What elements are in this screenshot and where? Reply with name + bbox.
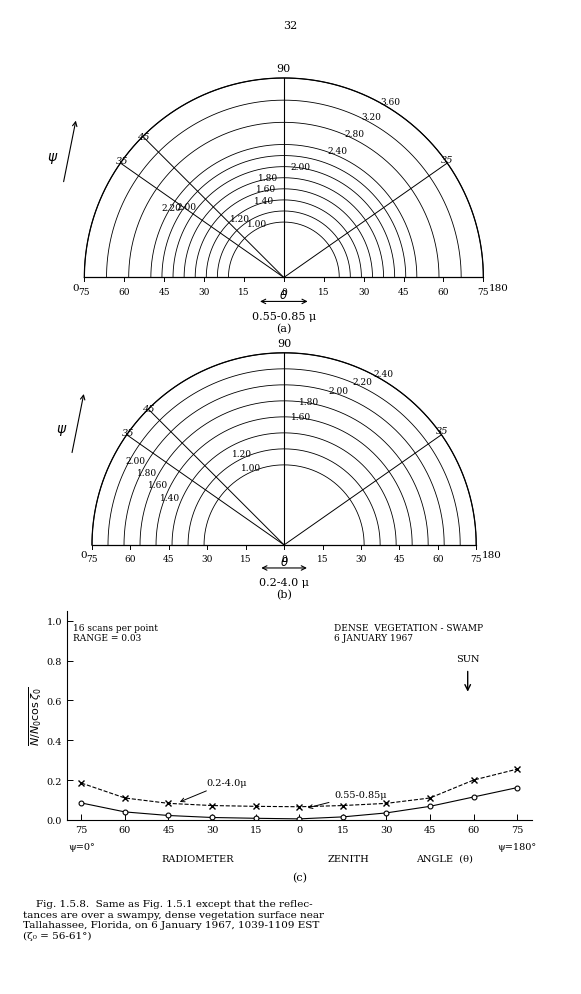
Text: 1.60: 1.60 <box>148 481 168 490</box>
Text: $\theta$: $\theta$ <box>279 289 288 302</box>
Text: 1.40: 1.40 <box>254 197 274 206</box>
Text: 1.60: 1.60 <box>256 185 277 194</box>
Text: ψ=0°: ψ=0° <box>68 842 95 851</box>
Text: $\psi$: $\psi$ <box>56 422 67 437</box>
Text: 75: 75 <box>78 287 90 296</box>
Text: 75: 75 <box>86 555 98 564</box>
Text: 30: 30 <box>202 555 213 564</box>
Text: 15: 15 <box>240 555 252 564</box>
Text: 45: 45 <box>142 405 155 414</box>
Text: 90: 90 <box>277 338 291 348</box>
Text: 45: 45 <box>137 132 149 141</box>
Text: 15: 15 <box>318 287 329 296</box>
Text: 180: 180 <box>489 283 508 292</box>
Text: 2.20: 2.20 <box>353 378 372 387</box>
Text: 35: 35 <box>436 427 448 436</box>
Text: 3.20: 3.20 <box>361 113 381 122</box>
Text: 45: 45 <box>159 287 170 296</box>
Text: 1.80: 1.80 <box>257 174 278 183</box>
Text: 32: 32 <box>284 21 297 31</box>
Text: 2.00: 2.00 <box>290 163 310 172</box>
Text: DENSE  VEGETATION - SWAMP
6 JANUARY 1967: DENSE VEGETATION - SWAMP 6 JANUARY 1967 <box>334 623 483 642</box>
Text: 1.80: 1.80 <box>299 398 320 407</box>
Text: 2.00: 2.00 <box>328 387 348 396</box>
Text: 75: 75 <box>471 555 482 564</box>
Text: 0: 0 <box>80 551 87 560</box>
Text: (c): (c) <box>292 872 307 882</box>
Y-axis label: $\overline{N/N_0 \cos \zeta_0}$: $\overline{N/N_0 \cos \zeta_0}$ <box>27 686 44 746</box>
Text: 60: 60 <box>432 555 443 564</box>
Text: 0.2-4.0μ: 0.2-4.0μ <box>181 778 247 802</box>
Text: 1.40: 1.40 <box>160 494 180 503</box>
Text: 1.00: 1.00 <box>241 463 261 472</box>
Text: 35: 35 <box>441 156 454 165</box>
Text: 0.2-4.0 μ: 0.2-4.0 μ <box>259 578 309 587</box>
Text: 30: 30 <box>358 287 370 296</box>
Text: 2.20: 2.20 <box>162 204 181 213</box>
Text: 45: 45 <box>163 555 175 564</box>
Text: 30: 30 <box>355 555 367 564</box>
Text: (b): (b) <box>276 588 292 599</box>
Text: 45: 45 <box>398 287 410 296</box>
Text: 1.20: 1.20 <box>232 449 252 458</box>
Text: (a): (a) <box>276 323 292 334</box>
Text: $\theta$: $\theta$ <box>279 556 289 569</box>
Text: Fig. 1.5.8.  Same as Fig. 1.5.1 except that the reflec-
tances are over a swampy: Fig. 1.5.8. Same as Fig. 1.5.1 except th… <box>23 900 324 940</box>
Text: 2.40: 2.40 <box>374 370 394 379</box>
Text: 180: 180 <box>481 551 501 560</box>
Text: 90: 90 <box>277 64 291 74</box>
Text: 1.00: 1.00 <box>247 221 267 230</box>
Text: 75: 75 <box>478 287 489 296</box>
Text: 2.00: 2.00 <box>125 456 146 465</box>
Text: 15: 15 <box>317 555 328 564</box>
Text: 2.80: 2.80 <box>345 130 365 139</box>
Text: 16 scans per point
RANGE = 0.03: 16 scans per point RANGE = 0.03 <box>73 623 157 642</box>
Text: 45: 45 <box>393 555 405 564</box>
Text: 3.60: 3.60 <box>380 97 400 106</box>
Text: 0.55-0.85μ: 0.55-0.85μ <box>309 790 386 809</box>
Text: 2.40: 2.40 <box>328 147 347 156</box>
Text: 0: 0 <box>281 287 287 296</box>
Text: 35: 35 <box>116 157 128 166</box>
Text: ANGLE  (θ): ANGLE (θ) <box>416 854 473 863</box>
Text: $\psi$: $\psi$ <box>46 151 58 166</box>
Text: RADIOMETER: RADIOMETER <box>162 854 234 863</box>
Text: 0: 0 <box>73 283 79 292</box>
Text: 30: 30 <box>198 287 210 296</box>
Text: 2.00: 2.00 <box>176 203 196 212</box>
Text: 60: 60 <box>119 287 130 296</box>
Text: 1.80: 1.80 <box>137 469 157 478</box>
Text: 35: 35 <box>122 428 135 437</box>
Text: 60: 60 <box>125 555 136 564</box>
Text: ZENITH: ZENITH <box>328 854 370 863</box>
Text: ψ=180°: ψ=180° <box>497 842 537 851</box>
Text: 15: 15 <box>238 287 250 296</box>
Text: SUN: SUN <box>456 654 479 663</box>
Text: 1.60: 1.60 <box>291 414 311 422</box>
Text: 0: 0 <box>281 555 287 564</box>
Text: 1.20: 1.20 <box>230 215 250 224</box>
Text: 60: 60 <box>437 287 449 296</box>
Text: 0.55-0.85 μ: 0.55-0.85 μ <box>252 311 316 321</box>
